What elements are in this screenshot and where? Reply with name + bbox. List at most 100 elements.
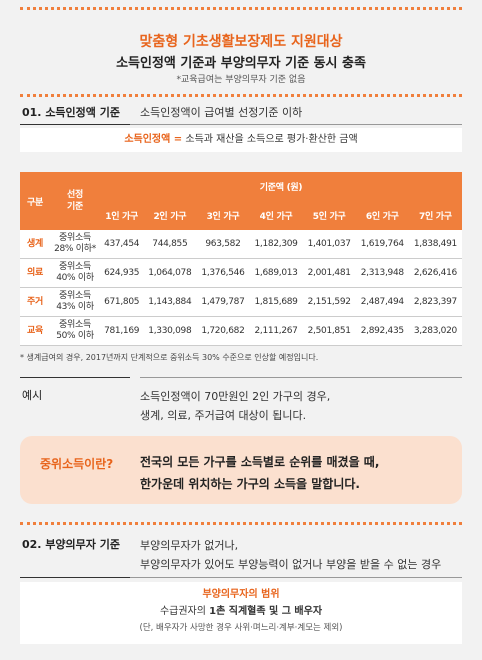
- line: 중위소득: [59, 291, 91, 301]
- header-row: 구분 선정 기준 기준액 (원): [20, 172, 462, 230]
- amount: 2,501,851: [302, 316, 356, 346]
- line: 28% 이하*: [54, 244, 96, 254]
- amount: 1,182,309: [249, 230, 303, 259]
- amount: 963,582: [196, 230, 250, 259]
- amount: 1,815,689: [249, 287, 303, 317]
- amount: 1,330,098: [143, 316, 197, 346]
- median-text: 전국의 모든 가구를 소득별로 순위를 매겼을 때, 한가운데 위치하는 가구의 …: [140, 451, 379, 495]
- line: 중위소득: [59, 233, 91, 243]
- amount: 624,935: [100, 258, 144, 288]
- subtitle: 소득인정액 기준과 부양의무자 기준 동시 충족: [116, 56, 366, 71]
- amount: 781,169: [100, 316, 144, 346]
- table-row: 의료 중위소득 40% 이하 624,935 1,064,078 1,376,546 1,6…: [20, 258, 462, 288]
- col-header: 1인 가구: [100, 200, 144, 230]
- line: 소득인정액이 70만원인 2인 가구의 경우,: [140, 390, 331, 403]
- col-header: 7인 가구: [408, 200, 462, 230]
- text: 그 배우자: [281, 606, 323, 617]
- row-label: 주거: [20, 287, 50, 317]
- amount: 1,619,764: [355, 230, 409, 259]
- amount: 1,689,013: [249, 258, 303, 288]
- rule: [130, 577, 462, 578]
- amount: 671,805: [100, 287, 144, 317]
- definition: 소득과 재산을 소득으로 평가·환산한 금액: [185, 134, 358, 145]
- line: 43% 이하: [56, 302, 94, 312]
- amount: 1,401,037: [302, 230, 356, 259]
- amount: 437,454: [100, 230, 144, 259]
- line: 50% 이하: [56, 331, 94, 341]
- footnote: * 생계급여의 경우, 2017년까지 단계적으로 중위소득 30% 수준으로 …: [20, 353, 319, 362]
- line: 중위소득: [59, 320, 91, 330]
- section-heading: 01. 소득인정액 기준: [22, 106, 120, 119]
- text: 1촌 직계혈족: [209, 606, 266, 617]
- section-text: 소득인정액이 급여별 선정기준 이하: [140, 106, 303, 119]
- divider: [20, 522, 462, 525]
- amount: 2,151,592: [302, 287, 356, 317]
- col-header: 2인 가구: [143, 200, 197, 230]
- amount: 2,626,416: [408, 258, 462, 288]
- median-box: [20, 436, 462, 504]
- line: 부양의무자가 없거나,: [140, 539, 239, 552]
- example-label: 예시: [22, 389, 43, 402]
- amount: 1,376,546: [196, 258, 250, 288]
- amount: 744,855: [143, 230, 197, 259]
- section-text: 부양의무자가 없거나, 부양의무자가 있어도 부양능력이 없거나 부양을 받을 수…: [140, 536, 441, 574]
- col-header: 구분: [20, 172, 50, 230]
- scope-box: 부양의무자의 범위 수급권자의 1촌 직계혈족 및 그 배우자 (단, 배우자가…: [20, 582, 462, 644]
- box-line: 수급권자의 1촌 직계혈족 및 그 배우자: [20, 603, 462, 620]
- note: *교육급여는 부양의무자 기준 없음: [176, 75, 306, 85]
- title: 맞춤형 기초생활보장제도 지원대상: [139, 34, 343, 50]
- amount: 1,838,491: [408, 230, 462, 259]
- criteria-table: 구분 선정 기준 기준액 (원) 1인 가구 2인 가구 3인 가구 4인 가구 5인 가구 6인…: [20, 172, 462, 346]
- amount: 1,064,078: [143, 258, 197, 288]
- line: 전국의 모든 가구를 소득별로 순위를 매겼을 때,: [140, 455, 380, 469]
- text: 수급권자의: [159, 606, 210, 617]
- box-title: 부양의무자의 범위: [202, 589, 280, 600]
- col-header: 5인 가구: [302, 200, 356, 230]
- line: 부양의무자가 있어도 부양능력이 없거나 부양을 받을 수 없는 경우: [140, 558, 442, 571]
- table-row: 생계 중위소득 28% 이하* 437,454 744,855 963,582 1,182,…: [20, 230, 462, 259]
- criteria: 중위소득 50% 이하: [50, 316, 100, 346]
- criteria: 중위소득 28% 이하*: [50, 230, 100, 259]
- criteria: 중위소득 40% 이하: [50, 258, 100, 288]
- amount: 1,479,787: [196, 287, 250, 317]
- amount: 2,823,397: [408, 287, 462, 317]
- line: 40% 이하: [56, 273, 94, 283]
- line: 한가운데 위치하는 가구의 소득을 말합니다.: [140, 477, 360, 491]
- table-row: 주거 중위소득 43% 이하 671,805 1,143,884 1,479,787 1,8…: [20, 287, 462, 317]
- box-line: (단, 배우자가 사망한 경우 사위·며느리·계부·계모는 제외): [139, 623, 343, 633]
- line: 중위소득: [59, 262, 91, 272]
- rule: [140, 377, 462, 378]
- criteria: 중위소득 43% 이하: [50, 287, 100, 317]
- section-heading: 02. 부양의무자 기준: [22, 538, 120, 551]
- amount: 2,111,267: [249, 316, 303, 346]
- amount: 2,892,435: [355, 316, 409, 346]
- col-header: 6인 가구: [355, 200, 409, 230]
- rule: [130, 124, 462, 125]
- col-header: 3인 가구: [196, 200, 250, 230]
- text: 및: [265, 606, 282, 617]
- rule: [20, 124, 130, 125]
- example-text: 소득인정액이 70만원인 2인 가구의 경우, 생계, 의료, 주거급여 대상이 …: [140, 387, 330, 425]
- line: 선정: [67, 190, 83, 200]
- divider: [20, 7, 462, 10]
- header-row: 1인 가구 2인 가구 3인 가구 4인 가구 5인 가구 6인 가구 7인 가구: [20, 200, 462, 230]
- amount: 1,720,682: [196, 316, 250, 346]
- amount: 1,143,884: [143, 287, 197, 317]
- line: 기준: [67, 202, 83, 212]
- rule: [20, 577, 130, 578]
- divider: [20, 94, 462, 97]
- row-label: 의료: [20, 258, 50, 288]
- row-label: 교육: [20, 316, 50, 346]
- col-header: 4인 가구: [249, 200, 303, 230]
- term: 소득인정액 =: [124, 134, 183, 145]
- row-label: 생계: [20, 230, 50, 259]
- line: 생계, 의료, 주거급여 대상이 됩니다.: [140, 409, 307, 422]
- col-header: 기준액 (원): [100, 172, 462, 200]
- amount: 3,283,020: [408, 316, 462, 346]
- amount: 2,313,948: [355, 258, 409, 288]
- amount: 2,487,494: [355, 287, 409, 317]
- rule: [20, 377, 130, 378]
